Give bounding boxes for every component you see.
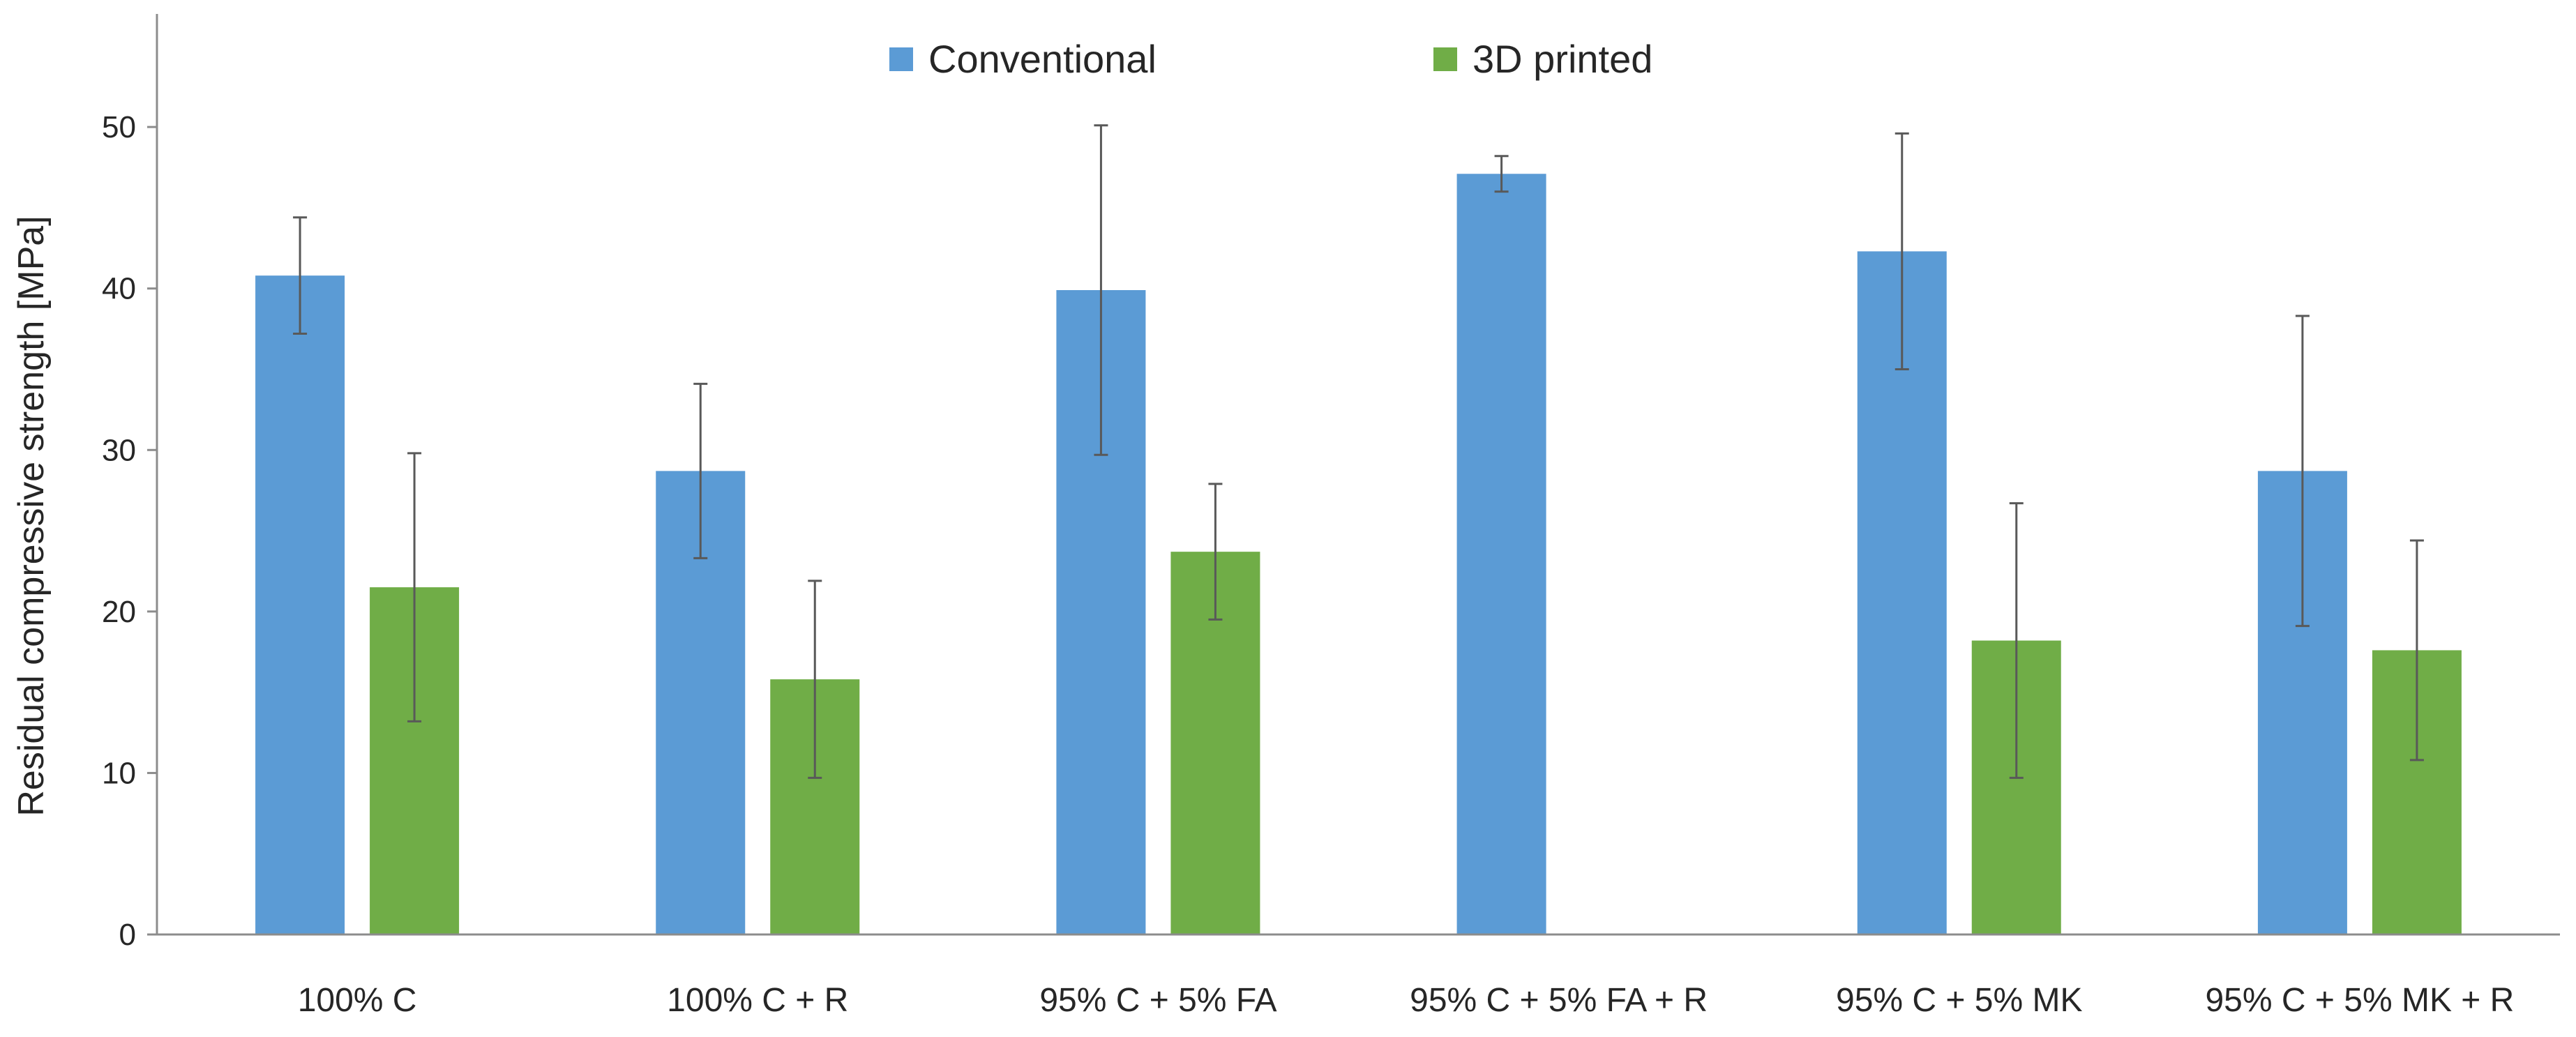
- x-tick-label: 100% C: [298, 982, 417, 1019]
- x-tick-label: 95% C + 5% MK + R: [2205, 982, 2514, 1019]
- y-tick-label: 10: [102, 756, 136, 790]
- y-tick-label: 50: [102, 110, 136, 144]
- x-tick-label: 95% C + 5% FA + R: [1410, 982, 1708, 1019]
- bars: [255, 174, 2462, 935]
- x-tick-label: 95% C + 5% FA: [1039, 982, 1276, 1019]
- legend-label-3d-printed: 3D printed: [1472, 37, 1652, 81]
- bar-conventional-0: [255, 275, 345, 934]
- y-axis-title: Residual compressive strength [MPa]: [11, 215, 52, 816]
- legend-swatch-conventional: [889, 47, 913, 71]
- legend-label-conventional: Conventional: [928, 37, 1157, 81]
- bar-conventional-3: [1456, 174, 1546, 934]
- y-tick-label: 20: [102, 595, 136, 629]
- y-tick-label: 0: [119, 918, 136, 952]
- legend-swatch-3d-printed: [1433, 47, 1457, 71]
- y-tick-label: 40: [102, 272, 136, 306]
- legend: Conventional 3D printed: [889, 37, 1652, 81]
- x-axis: 100% C 100% C + R 95% C + 5% FA 95% C + 5% …: [157, 933, 2560, 1019]
- x-tick-label: 100% C + R: [667, 982, 848, 1019]
- error-bars: [293, 124, 2424, 779]
- x-tick-label: 95% C + 5% MK: [1836, 982, 2082, 1019]
- y-axis: 0 10 20 30 40 50: [102, 14, 158, 952]
- y-tick-label: 30: [102, 433, 136, 467]
